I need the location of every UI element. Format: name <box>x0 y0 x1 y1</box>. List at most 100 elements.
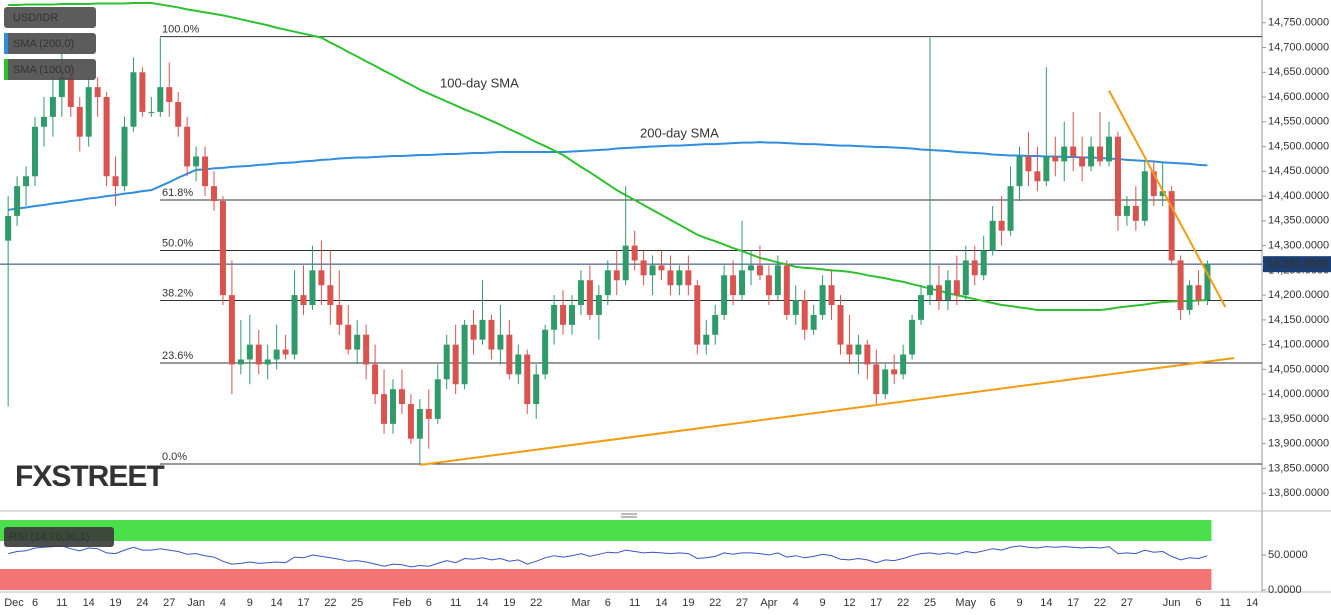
candle-body <box>497 334 504 350</box>
y-tick-label: 13,950.0000 <box>1268 413 1329 425</box>
candle-body <box>864 344 871 365</box>
candle <box>300 265 307 315</box>
trend-line <box>1108 90 1227 308</box>
candle <box>1177 255 1184 320</box>
candle-body <box>5 215 12 241</box>
y-tick-label: 14,350.0000 <box>1268 215 1329 227</box>
trend-line <box>419 356 1235 466</box>
candle <box>1195 270 1202 306</box>
rsi-tick-label: 50.0000 <box>1268 549 1308 561</box>
candle-body <box>1025 156 1032 172</box>
candle-body <box>613 270 620 281</box>
candle <box>774 255 781 301</box>
candle-body <box>398 389 405 405</box>
candle-body <box>470 324 477 340</box>
candle-body <box>461 324 468 385</box>
candle <box>372 344 379 405</box>
candle <box>765 265 772 306</box>
pane-handle[interactable] <box>621 513 637 518</box>
candle-body <box>801 300 808 330</box>
candle <box>1114 131 1121 231</box>
candle <box>139 67 146 117</box>
last-price-label: 14,262.5000 <box>1267 258 1328 270</box>
x-tick-label: 19 <box>109 597 121 609</box>
candle <box>211 171 217 211</box>
candle-body <box>1132 205 1139 221</box>
candle-body <box>944 280 951 301</box>
candle <box>891 354 898 385</box>
y-tick-label: 13,800.0000 <box>1268 487 1329 499</box>
candle <box>1007 166 1014 236</box>
candle <box>900 344 907 380</box>
candle <box>497 305 504 365</box>
watermark: FXSTREET <box>15 460 164 493</box>
candle <box>1204 260 1211 306</box>
candle-body <box>488 319 495 350</box>
candle <box>712 305 719 345</box>
x-tick-label: 27 <box>163 597 175 609</box>
x-tick-label: 14 <box>1040 597 1052 609</box>
fib-level-label: 50.0% <box>162 237 193 249</box>
candle <box>1034 146 1041 192</box>
candle <box>1025 131 1032 187</box>
candle-body <box>667 270 674 286</box>
y-tick-label: 14,150.0000 <box>1268 314 1329 326</box>
candle <box>846 314 853 365</box>
candle-body <box>345 324 352 350</box>
fib-level-label: 61.8% <box>162 187 193 199</box>
candle <box>533 364 540 419</box>
candle-body <box>148 111 155 113</box>
x-tick-label: 19 <box>682 597 694 609</box>
candle <box>1016 146 1023 202</box>
candle-body <box>1150 171 1157 197</box>
rsi-line <box>8 545 1208 568</box>
y-tick-label: 14,200.0000 <box>1268 289 1329 301</box>
legend-item[interactable]: USD/IDR <box>4 7 96 28</box>
legend-item[interactable]: SMA (200,0) <box>4 33 96 54</box>
candle <box>560 290 567 335</box>
candle <box>1159 161 1166 206</box>
candle-body <box>318 270 325 286</box>
y-tick-label: 14,400.0000 <box>1268 190 1329 202</box>
candle-body <box>595 295 602 315</box>
rsi-legend[interactable]: RSI (14,70,30,1) <box>4 527 114 547</box>
candle <box>935 265 942 310</box>
x-tick-label: 22 <box>897 597 909 609</box>
candle <box>944 270 951 310</box>
candle-body <box>1007 186 1014 231</box>
x-tick-label: 25 <box>924 597 936 609</box>
candle <box>85 77 92 147</box>
candle-body <box>291 295 298 355</box>
candle-body <box>1043 156 1050 182</box>
candle-body <box>300 295 307 306</box>
candle-body <box>121 126 128 187</box>
candle <box>622 186 629 286</box>
x-tick-label: 27 <box>1121 597 1133 609</box>
candle <box>434 364 441 424</box>
candle-body <box>748 265 754 271</box>
legend-item[interactable]: SMA (100,0) <box>4 59 96 80</box>
candle-body <box>703 334 710 345</box>
candle <box>407 394 414 444</box>
candle <box>980 235 987 281</box>
candle <box>551 295 558 345</box>
candle-body <box>479 319 486 340</box>
candle-body <box>255 344 262 365</box>
candle-body <box>1204 264 1211 301</box>
y-tick-label: 14,000.0000 <box>1268 388 1329 400</box>
candle <box>962 245 969 301</box>
candle <box>1097 111 1104 167</box>
candle-body <box>130 72 137 127</box>
candle-body <box>184 126 191 167</box>
candle-body <box>756 265 763 276</box>
candle <box>246 314 253 385</box>
candle <box>488 314 495 360</box>
candle <box>515 344 522 385</box>
candle <box>291 270 298 360</box>
legend-label: USD/IDR <box>13 12 58 24</box>
candle <box>649 255 656 296</box>
candle <box>470 309 477 355</box>
candle-body <box>237 359 244 365</box>
candle <box>855 334 862 375</box>
x-tick-label: 6 <box>605 597 611 609</box>
